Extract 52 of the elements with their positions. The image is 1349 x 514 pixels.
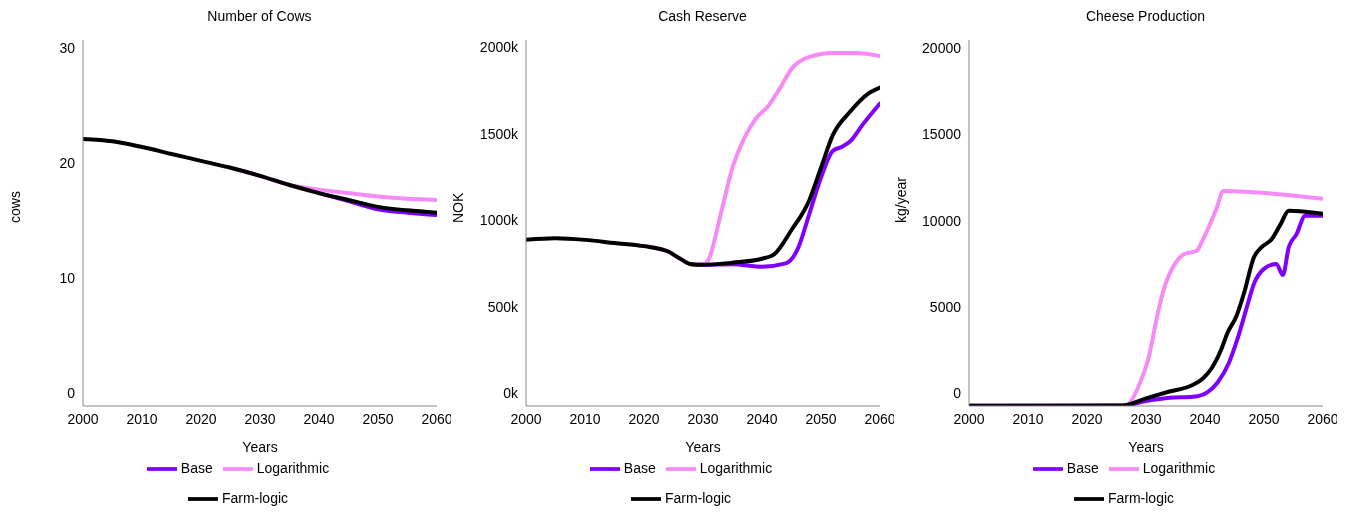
x-axis-title: Years [685, 439, 721, 455]
x-tick-label: 2040 [746, 410, 778, 427]
x-tick-label: 2040 [303, 410, 335, 427]
y-tick-label: 0 [953, 385, 962, 402]
legend-label: Logarithmic [1142, 459, 1216, 476]
legend-label: Logarithmic [699, 459, 773, 476]
x-tick-label: 2000 [510, 410, 542, 427]
x-tick-label: 2010 [1012, 410, 1044, 427]
x-tick-label: 2010 [569, 410, 601, 427]
x-axis-title: Years [1128, 439, 1164, 455]
y-tick-label: 5000 [929, 298, 962, 315]
line-series [83, 136, 437, 215]
y-tick-label: 20 [59, 155, 76, 172]
chart-title: Cheese Production [1084, 8, 1207, 26]
x-tick-label: 2030 [687, 410, 719, 427]
y-tick-label: 1000k [479, 212, 519, 229]
x-tick-label: 2030 [1130, 410, 1162, 427]
legend-label: Farm-logic [221, 489, 289, 506]
x-tick-label: 2050 [362, 410, 394, 427]
x-tick-label: 2030 [244, 410, 276, 427]
legend-label: Base [623, 459, 656, 476]
x-tick-label: 2020 [185, 410, 217, 427]
x-tick-label: 2010 [126, 410, 158, 427]
legend-label: Base [180, 459, 213, 476]
y-tick-label: 20000 [922, 39, 962, 56]
x-tick-label: 2000 [67, 410, 99, 427]
y-axis-title: NOK [449, 192, 466, 223]
y-tick-label: 500k [487, 298, 519, 315]
line-series [526, 85, 880, 267]
x-tick-label: 2050 [805, 410, 837, 427]
x-axis-title: Years [242, 439, 278, 455]
legend-label: Farm-logic [1107, 489, 1175, 506]
y-tick-label: 0 [67, 385, 76, 402]
y-tick-label: 10 [59, 270, 76, 287]
y-tick-label: 0k [503, 385, 519, 402]
y-tick-label: 2000k [479, 39, 519, 56]
y-tick-label: 1500k [479, 125, 519, 142]
legend-label: Logarithmic [256, 459, 330, 476]
y-tick-label: 30 [59, 40, 76, 57]
chart-title: Cash Reserve [657, 8, 748, 26]
y-tick-label: 10000 [922, 212, 962, 229]
x-tick-label: 2000 [953, 410, 985, 427]
y-axis-title: kg/year [892, 176, 909, 223]
x-tick-label: 2040 [1189, 410, 1221, 427]
legend-label: Farm-logic [664, 489, 732, 506]
y-tick-label: 15000 [922, 126, 962, 143]
y-axis-title: cows [6, 191, 23, 223]
legend-label: Base [1066, 459, 1099, 476]
chart-title: Number of Cows [206, 8, 313, 26]
x-tick-label: 2020 [628, 410, 660, 427]
x-tick-label: 2020 [1071, 410, 1103, 427]
x-tick-label: 2050 [1248, 410, 1280, 427]
